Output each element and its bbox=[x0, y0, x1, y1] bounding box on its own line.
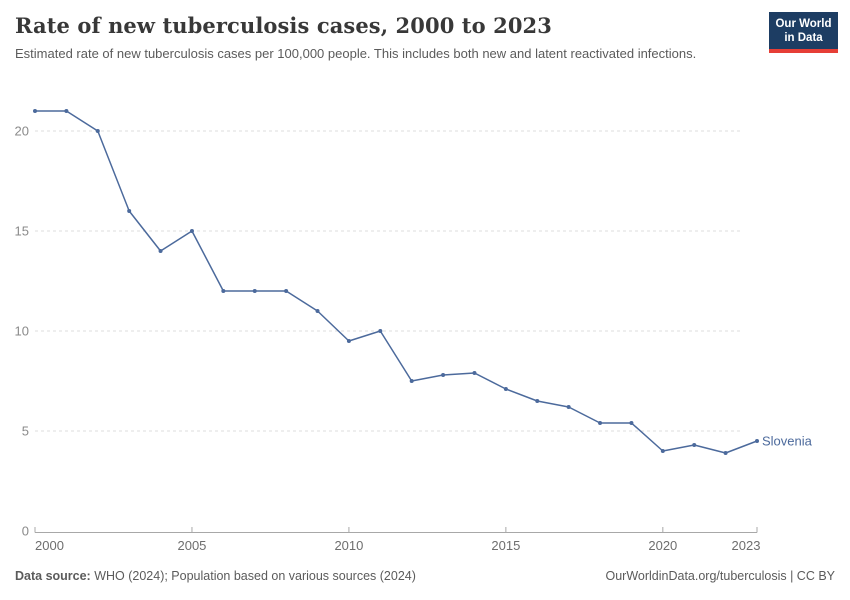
data-point-2011[interactable] bbox=[378, 329, 383, 333]
y-axis-tick-10: 10 bbox=[15, 324, 29, 339]
data-point-2006[interactable] bbox=[221, 289, 226, 293]
chart-footer: Data source: WHO (2024); Population base… bbox=[15, 569, 835, 583]
owid-logo[interactable]: Our World in Data bbox=[769, 12, 838, 53]
x-axis-tick-2005: 2005 bbox=[177, 538, 206, 553]
data-point-2015[interactable] bbox=[503, 387, 508, 391]
data-source-text: WHO (2024); Population based on various … bbox=[90, 569, 416, 583]
data-point-2003[interactable] bbox=[127, 209, 132, 213]
owid-logo-line1: Our World bbox=[775, 18, 832, 30]
data-point-2007[interactable] bbox=[252, 289, 257, 293]
series-line-slovenia[interactable] bbox=[34, 110, 758, 454]
data-source-note: Data source: WHO (2024); Population base… bbox=[15, 569, 416, 583]
data-point-2018[interactable] bbox=[598, 421, 603, 425]
x-axis-tick-2015: 2015 bbox=[491, 538, 520, 553]
page-title: Rate of new tuberculosis cases, 2000 to … bbox=[15, 13, 552, 38]
data-point-2012[interactable] bbox=[409, 379, 414, 383]
y-axis-tick-20: 20 bbox=[15, 124, 29, 139]
entity-label-slovenia[interactable]: Slovenia bbox=[762, 434, 813, 449]
data-point-2005[interactable] bbox=[189, 229, 194, 233]
y-axis-tick-0: 0 bbox=[22, 524, 29, 539]
data-point-2000[interactable] bbox=[33, 109, 37, 113]
chart-header: Rate of new tuberculosis cases, 2000 to … bbox=[15, 13, 760, 63]
data-point-2014[interactable] bbox=[472, 371, 477, 375]
x-axis-tick-2000: 2000 bbox=[35, 538, 64, 553]
data-point-2013[interactable] bbox=[441, 373, 446, 377]
owid-logo-line2: in Data bbox=[784, 32, 823, 44]
data-point-2017[interactable] bbox=[566, 405, 571, 409]
data-point-2023[interactable] bbox=[755, 439, 759, 443]
x-axis-tick-2020: 2020 bbox=[648, 538, 677, 553]
y-axis-tick-5: 5 bbox=[22, 424, 29, 439]
data-point-2021[interactable] bbox=[692, 443, 697, 447]
x-axis-tick-2023: 2023 bbox=[732, 538, 761, 553]
data-point-2019[interactable] bbox=[629, 421, 634, 425]
chart-subtitle: Estimated rate of new tuberculosis cases… bbox=[15, 46, 697, 61]
data-point-2008[interactable] bbox=[284, 289, 289, 293]
data-point-2010[interactable] bbox=[346, 339, 351, 343]
rights-link[interactable]: OurWorldinData.org/tuberculosis | CC BY bbox=[605, 569, 836, 583]
data-point-2022[interactable] bbox=[723, 451, 728, 455]
y-axis-tick-15: 15 bbox=[15, 224, 29, 239]
data-source-label: Data source: bbox=[15, 569, 91, 583]
data-point-2016[interactable] bbox=[535, 399, 540, 403]
data-point-2001[interactable] bbox=[64, 109, 69, 113]
data-point-2009[interactable] bbox=[315, 309, 320, 313]
x-axis-tick-2010: 2010 bbox=[334, 538, 363, 553]
data-point-2020[interactable] bbox=[660, 449, 665, 453]
data-point-2004[interactable] bbox=[158, 249, 163, 253]
data-point-2002[interactable] bbox=[95, 129, 100, 133]
